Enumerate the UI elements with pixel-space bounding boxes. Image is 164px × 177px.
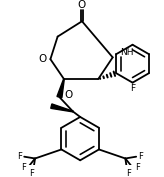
Text: F: F: [17, 152, 22, 161]
Text: NH: NH: [120, 48, 133, 57]
Text: F: F: [29, 169, 34, 177]
Text: F: F: [130, 84, 135, 93]
Text: F: F: [126, 169, 131, 177]
Polygon shape: [51, 104, 73, 112]
Text: O: O: [78, 0, 86, 10]
Text: F: F: [138, 152, 143, 161]
Text: O: O: [64, 90, 72, 100]
Text: F: F: [135, 163, 140, 172]
Polygon shape: [57, 79, 64, 98]
Text: O: O: [38, 54, 46, 64]
Text: F: F: [21, 163, 26, 172]
